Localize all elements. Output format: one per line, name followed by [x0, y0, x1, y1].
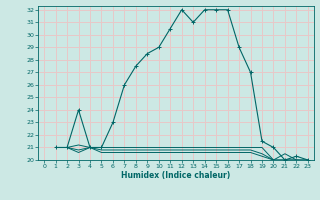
X-axis label: Humidex (Indice chaleur): Humidex (Indice chaleur)	[121, 171, 231, 180]
